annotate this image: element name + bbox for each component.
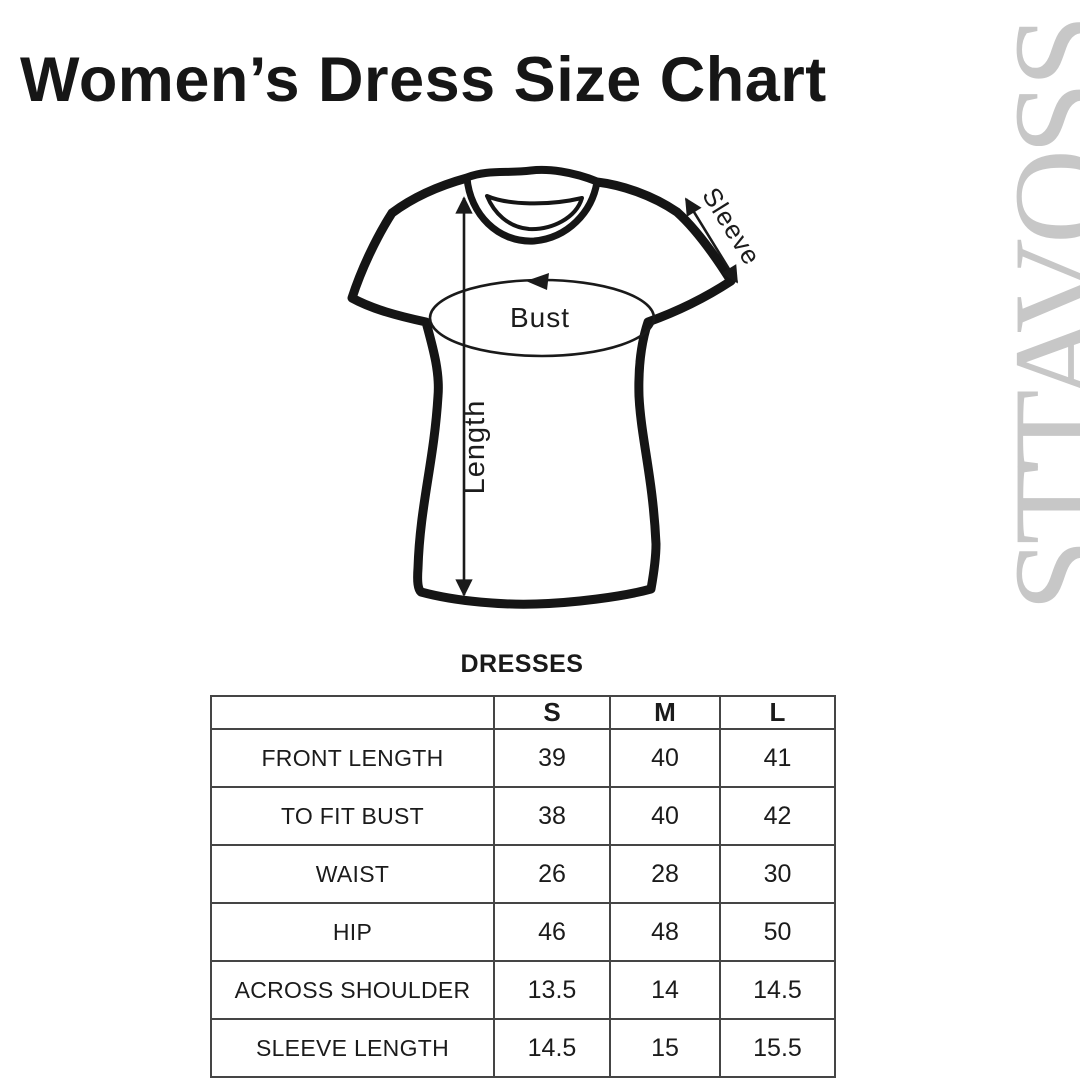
table-row-across-shoulder: ACROSS SHOULDER 13.5 14 14.5 [210, 960, 836, 1020]
measurement-value-cell: 40 [609, 728, 721, 788]
measurement-value-cell: 15.5 [719, 1018, 836, 1078]
page-title: Women’s Dress Size Chart [20, 45, 827, 115]
tshirt-collar-inner [485, 194, 584, 232]
measurement-label-cell: WAIST [210, 844, 495, 904]
table-row-to-fit-bust: TO FIT BUST 38 40 42 [210, 786, 836, 846]
measurement-value-cell: 48 [609, 902, 721, 962]
corner-cell [210, 695, 495, 730]
col-header-m: M [609, 695, 721, 730]
col-header-s: S [493, 695, 611, 730]
bust-arrowhead [526, 273, 549, 290]
tshirt-outline [347, 165, 736, 609]
table-caption: DRESSES [460, 650, 584, 678]
size-table-header-row: S M L [210, 695, 836, 730]
measurement-value-cell: 46 [493, 902, 611, 962]
measurement-value-cell: 13.5 [493, 960, 611, 1020]
col-header-l: L [719, 695, 836, 730]
measurement-value-cell: 28 [609, 844, 721, 904]
measurement-value-cell: 15 [609, 1018, 721, 1078]
table-row-waist: WAIST 26 28 30 [210, 844, 836, 904]
measurement-value-cell: 30 [719, 844, 836, 904]
table-row-front-length: FRONT LENGTH 39 40 41 [210, 728, 836, 788]
length-label: Length [459, 400, 491, 495]
measurement-value-cell: 39 [493, 728, 611, 788]
measurement-value-cell: 14.5 [493, 1018, 611, 1078]
bust-label: Bust [510, 302, 570, 333]
measurement-value-cell: 42 [719, 786, 836, 846]
measurement-value-cell: 41 [719, 728, 836, 788]
measurement-value-cell: 26 [493, 844, 611, 904]
measurement-value-cell: 38 [493, 786, 611, 846]
size-table: S M L FRONT LENGTH 39 40 41 TO FIT BUST … [210, 695, 836, 1078]
measurement-value-cell: 14 [609, 960, 721, 1020]
measurement-value-cell: 40 [609, 786, 721, 846]
measurement-label-cell: TO FIT BUST [210, 786, 495, 846]
sleeve-arrow [684, 197, 739, 284]
measurement-label-cell: HIP [210, 902, 495, 962]
table-row-hip: HIP 46 48 50 [210, 902, 836, 962]
table-row-sleeve-length: SLEEVE LENGTH 14.5 15 15.5 [210, 1018, 836, 1078]
measurement-label-cell: FRONT LENGTH [210, 728, 495, 788]
measurement-value-cell: 50 [719, 902, 836, 962]
measurement-label-cell: ACROSS SHOULDER [210, 960, 495, 1020]
measurement-label-cell: SLEEVE LENGTH [210, 1018, 495, 1078]
measurement-value-cell: 14.5 [719, 960, 836, 1020]
